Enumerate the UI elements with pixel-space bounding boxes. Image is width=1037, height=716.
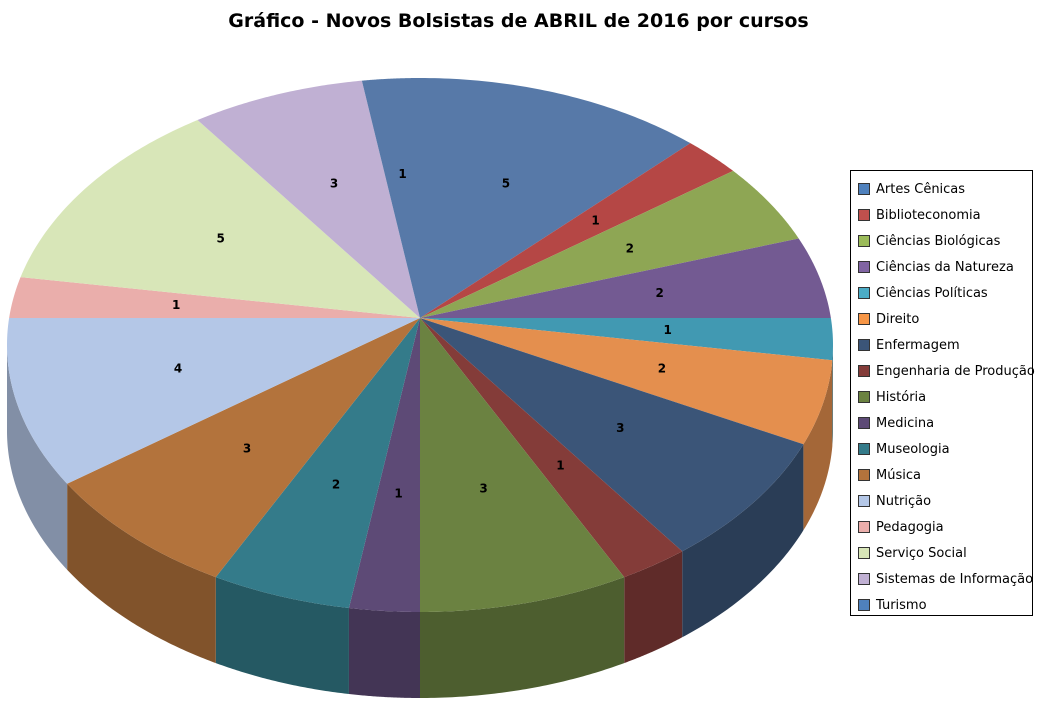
- data-label: 1: [398, 167, 406, 181]
- data-label: 1: [172, 298, 180, 312]
- legend-label: Ciências Políticas: [876, 285, 988, 301]
- legend-item: Música: [851, 462, 1032, 488]
- data-label: 3: [616, 421, 624, 435]
- legend-swatch: [858, 495, 870, 507]
- legend-swatch: [858, 443, 870, 455]
- pie-slice: [361, 78, 420, 318]
- pie-side-10: [215, 577, 349, 695]
- legend-item: Enfermagem: [851, 332, 1032, 358]
- data-label: 1: [664, 323, 672, 337]
- legend-label: Sistemas de Informação: [876, 571, 1034, 587]
- legend-label: Museologia: [876, 441, 950, 457]
- legend-swatch: [858, 573, 870, 585]
- data-label: 5: [502, 176, 510, 190]
- legend-item: Nutrição: [851, 488, 1032, 514]
- legend-item: Museologia: [851, 436, 1032, 462]
- legend-swatch: [858, 235, 870, 247]
- legend-item: Turismo: [851, 592, 1032, 618]
- pie-slice: [420, 238, 831, 318]
- pie-slice: [420, 318, 683, 578]
- legend-item: Sistemas de Informação: [851, 566, 1034, 592]
- pie-side-5: [803, 360, 833, 531]
- data-label: 1: [591, 214, 599, 228]
- legend-swatch: [858, 209, 870, 221]
- legend-item: História: [851, 384, 1032, 410]
- legend-item: Serviço Social: [851, 540, 1032, 566]
- legend-label: Música: [876, 467, 921, 483]
- legend-swatch: [858, 339, 870, 351]
- legend-label: Turismo: [876, 597, 927, 613]
- legend-swatch: [858, 183, 870, 195]
- legend-swatch: [858, 365, 870, 377]
- legend-swatch: [858, 287, 870, 299]
- legend-label: Ciências Biológicas: [876, 233, 1001, 249]
- pie-side-8: [420, 577, 625, 698]
- pie-side-7: [624, 551, 683, 664]
- data-label: 2: [655, 286, 663, 300]
- legend-label: Engenharia de Produção: [876, 363, 1035, 379]
- legend-swatch: [858, 391, 870, 403]
- pie-slice: [420, 143, 734, 318]
- data-label: 4: [174, 361, 182, 375]
- legend-swatch: [858, 521, 870, 533]
- data-label: 3: [479, 482, 487, 496]
- data-label: 2: [658, 361, 666, 375]
- pie-slice: [348, 318, 420, 612]
- pie-slice: [420, 318, 625, 612]
- legend-label: Artes Cênicas: [876, 181, 966, 197]
- chart-title: Gráfico - Novos Bolsistas de ABRIL de 20…: [228, 10, 809, 32]
- legend-label: Serviço Social: [876, 545, 967, 561]
- data-label: 2: [626, 241, 634, 255]
- data-label: 5: [216, 232, 224, 246]
- pie-slice: [215, 318, 420, 609]
- pie-slice: [420, 318, 833, 361]
- legend-label: Direito: [876, 311, 920, 327]
- pie-side-9: [348, 608, 420, 698]
- data-label: 3: [243, 441, 251, 455]
- legend-swatch: [858, 313, 870, 325]
- pie-slice: [420, 170, 799, 318]
- legend: Artes Cênicas Biblioteconomia Ciências Bio…: [850, 170, 1035, 618]
- legend-label: Ciências da Natureza: [876, 259, 1014, 275]
- legend-item: Ciências Políticas: [851, 280, 1032, 306]
- legend-item: Medicina: [851, 410, 1032, 436]
- pie-slice: [420, 318, 804, 552]
- data-label: 1: [556, 459, 564, 473]
- pie-side-6: [682, 444, 804, 638]
- legend-item: Ciências Biológicas: [851, 228, 1032, 254]
- pie-slice: [197, 80, 420, 318]
- legend-item: Ciências da Natureza: [851, 254, 1032, 280]
- pie-slice: [67, 318, 420, 578]
- legend-item: Pedagogia: [851, 514, 1032, 540]
- pie-side-11: [67, 483, 216, 664]
- pie-slice: [7, 318, 421, 484]
- legend-label: Enfermagem: [876, 337, 960, 353]
- legend-swatch: [858, 599, 870, 611]
- legend-item: Direito: [851, 306, 1032, 332]
- legend-label: Biblioteconomia: [876, 207, 981, 223]
- legend-swatch: [858, 417, 870, 429]
- pie-side-4: [832, 343, 833, 447]
- pie-slice: [420, 78, 691, 318]
- data-label: 1: [394, 486, 402, 500]
- pie-side-12: [7, 343, 68, 570]
- legend-swatch: [858, 469, 870, 481]
- pie-slice: [9, 277, 420, 318]
- data-label: 3: [330, 176, 338, 190]
- legend-label: Medicina: [876, 415, 935, 431]
- legend-swatch: [858, 261, 870, 273]
- legend-item: Biblioteconomia: [851, 202, 1032, 228]
- legend-swatch: [858, 547, 870, 559]
- legend-item: Artes Cênicas: [851, 176, 1032, 202]
- pie-slice: [420, 318, 833, 445]
- legend-item: Engenharia de Produção: [851, 358, 1035, 384]
- legend-label: Pedagogia: [876, 519, 944, 535]
- legend-label: História: [876, 389, 927, 405]
- pie-slice: [20, 120, 421, 318]
- legend-label: Nutrição: [876, 493, 932, 509]
- data-label: 2: [332, 477, 340, 491]
